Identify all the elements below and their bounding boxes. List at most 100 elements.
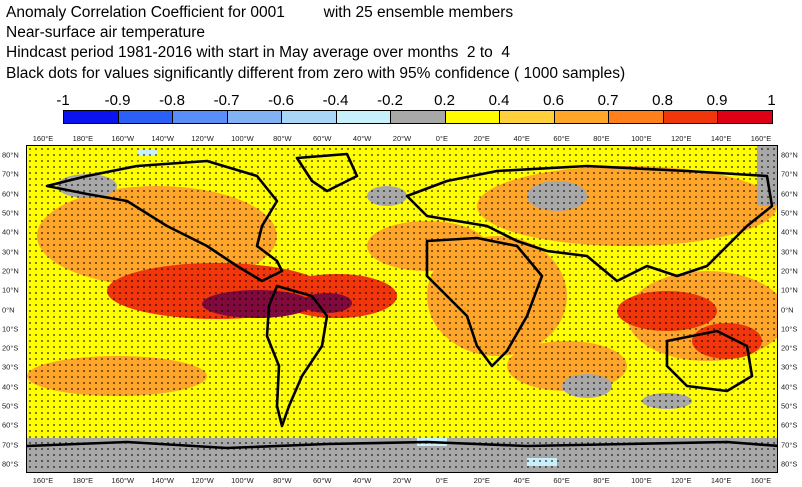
colorbar-box (662, 110, 718, 124)
title-line-3: Hindcast period 1981-2016 with start in … (6, 44, 511, 61)
coastline (265, 284, 329, 428)
longitude-tick: 20°W (392, 134, 412, 143)
latitude-tick: 60°N (2, 189, 19, 199)
latitude-tick: 30°N (2, 247, 19, 257)
latitude-tick: 0°N (781, 305, 794, 314)
latitude-tick: 40°N (781, 227, 798, 237)
colorbar-label: 0.9 (706, 92, 728, 109)
colorbar-box (63, 110, 119, 124)
longitude-tick: 0°E (435, 134, 448, 143)
colorbar-box (608, 110, 664, 124)
longitude-tick: 120°W (191, 134, 214, 143)
longitude-tick: 120°E (670, 476, 692, 485)
longitude-tick: 100°W (231, 134, 254, 143)
longitude-tick: 40°W (352, 476, 372, 485)
longitude-tick: 140°E (710, 134, 732, 143)
latitude-tick: 70°S (2, 440, 19, 450)
latitude-tick: 10°S (781, 324, 798, 334)
coastlines (27, 152, 777, 450)
colorbar-box (553, 110, 609, 124)
title-line-4: Black dots for values significantly diff… (6, 65, 626, 82)
latitude-tick: 20°S (2, 343, 19, 353)
latitude-tick: 70°N (2, 169, 19, 179)
latitude-tick: 80°N (781, 150, 798, 160)
colorbar-label: 0.2 (434, 92, 455, 109)
latitude-tick: 0°N (2, 305, 15, 314)
longitude-tick: 160°W (111, 476, 135, 485)
latitude-tick: 40°N (2, 227, 19, 237)
longitude-tick: 160°E (750, 476, 772, 485)
latitude-tick: 70°S (781, 440, 798, 450)
latitude-tick: 80°S (2, 459, 19, 469)
longitude-tick: 100°W (231, 476, 254, 485)
longitude-tick: 60°W (313, 476, 332, 485)
latitude-tick: 20°N (781, 266, 798, 276)
longitude-tick: 180°E (72, 476, 94, 485)
latitude-tick: 40°S (781, 382, 798, 392)
latitude-tick: 60°N (781, 189, 798, 199)
colorbar-label: -0.9 (104, 92, 131, 109)
colorbar-box (444, 110, 500, 124)
longitude-tick: 20°E (473, 476, 490, 485)
longitude-tick: 160°E (32, 476, 54, 485)
latitude-tick: 60°S (2, 420, 19, 430)
title-line-1: Anomaly Correlation Coefficient for 0001… (6, 4, 514, 21)
latitude-tick: 10°N (2, 285, 19, 295)
latitude-tick: 10°N (781, 285, 798, 295)
longitude-tick: 140°E (710, 476, 732, 485)
colorbar-box (172, 110, 228, 124)
colorbar-label: 1 (767, 92, 776, 109)
colorbar-label: -0.7 (213, 92, 240, 109)
longitude-tick: 160°E (32, 134, 54, 143)
colorbar-label: 0.8 (652, 92, 673, 109)
longitude-tick: 140°W (151, 134, 174, 143)
coastline (405, 164, 774, 283)
longitude-tick: 60°W (313, 134, 332, 143)
latitude-tick: 20°N (2, 266, 19, 276)
latitude-tick: 60°S (781, 420, 798, 430)
colorbar-box (717, 110, 773, 124)
map-canvas (27, 146, 777, 472)
longitude-tick: 20°E (473, 134, 490, 143)
latitude-tick: 50°S (781, 401, 798, 411)
coastline (665, 329, 754, 393)
longitude-tick: 140°W (151, 476, 174, 485)
colorbar-label: -0.4 (322, 92, 349, 109)
colorbar-box (117, 110, 173, 124)
longitude-tick: 80°W (273, 134, 292, 143)
colorbar-box (499, 110, 555, 124)
longitude-tick: 120°W (191, 476, 214, 485)
latitude-tick: 10°S (2, 324, 19, 334)
coastline (27, 440, 777, 450)
latitude-tick: 70°N (781, 169, 798, 179)
latitude-tick: 80°N (2, 150, 19, 160)
longitude-tick: 80°E (593, 134, 610, 143)
colorbar-box (335, 110, 391, 124)
latitude-tick: 80°S (781, 459, 798, 469)
colorbar-label: 0.7 (597, 92, 619, 109)
longitude-tick: 20°W (392, 476, 412, 485)
longitude-tick: 40°E (513, 134, 530, 143)
colorbar-label: 0.4 (488, 92, 510, 109)
coastline (425, 236, 544, 368)
colorbar-label: 0.6 (543, 92, 564, 109)
latitude-tick: 20°S (781, 343, 798, 353)
colorbar-box (390, 110, 446, 124)
coastline (295, 152, 359, 193)
correlation-map (26, 145, 778, 473)
significance-dots (27, 146, 777, 472)
longitude-tick: 160°W (111, 134, 135, 143)
latitude-tick: 30°S (2, 362, 19, 372)
colorbar-label: -0.2 (377, 92, 403, 109)
coastline (45, 159, 284, 283)
longitude-tick: 0°E (435, 476, 448, 485)
longitude-tick: 120°E (670, 134, 692, 143)
latitude-tick: 40°S (2, 382, 19, 392)
longitude-tick: 100°E (631, 476, 652, 485)
longitude-tick: 80°E (593, 476, 610, 485)
colorbar-box (281, 110, 337, 124)
colorbar-label: -0.6 (268, 92, 294, 109)
longitude-tick: 160°E (750, 134, 772, 143)
latitude-tick: 50°N (781, 208, 798, 218)
colorbar-label: -1 (56, 92, 70, 109)
